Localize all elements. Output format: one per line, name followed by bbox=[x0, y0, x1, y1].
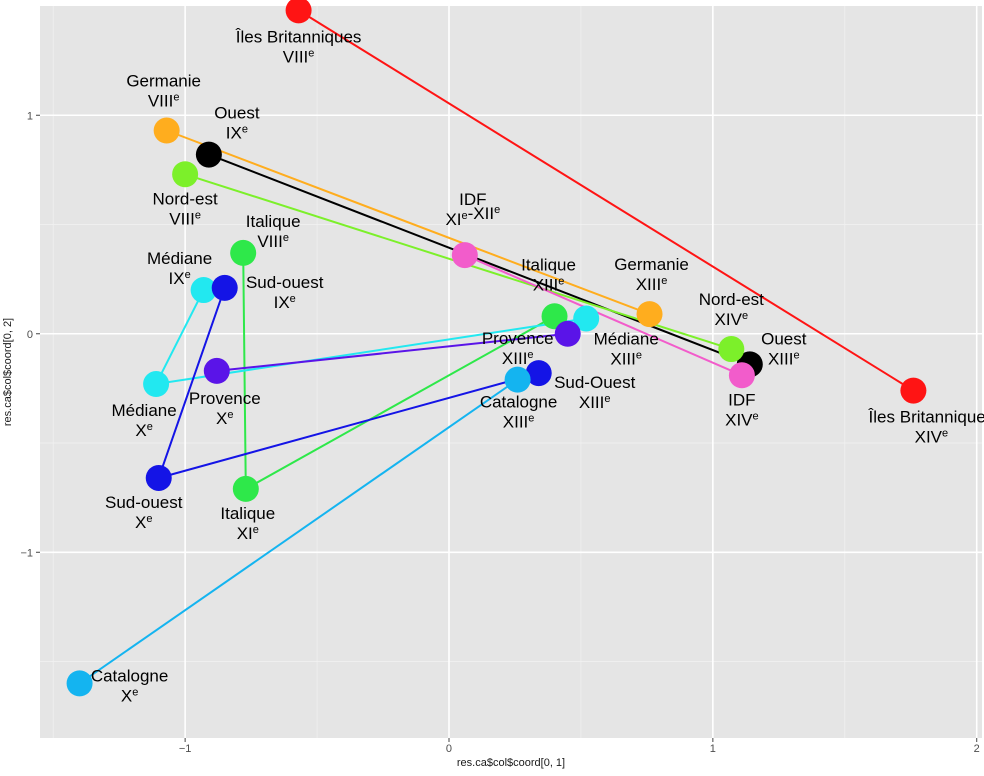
point-label-name: Catalogne bbox=[91, 666, 169, 685]
point-label-name: Catalogne bbox=[480, 393, 558, 412]
point-iles-britanniques-viii bbox=[285, 0, 312, 24]
point-label-period: Xe bbox=[135, 421, 152, 440]
point-label-name: Ouest bbox=[214, 104, 260, 123]
point-nord-est-xiv bbox=[718, 336, 745, 363]
point-label-period: IXe bbox=[274, 293, 296, 312]
point-catalogne-x bbox=[66, 670, 93, 697]
point-iles-britanniques-xiv bbox=[900, 377, 927, 404]
point-label-name: Îles Britanniques bbox=[235, 27, 362, 46]
point-sud-ouest-ix bbox=[211, 274, 238, 301]
point-label-name: Ouest bbox=[761, 329, 807, 348]
point-label-period: VIIIe bbox=[148, 92, 180, 111]
point-label-name: Provence bbox=[189, 389, 261, 408]
y-tick-label: 1 bbox=[27, 110, 33, 122]
point-label-name: Provence bbox=[482, 329, 554, 348]
point-label-name: IDF bbox=[459, 190, 486, 209]
point-label-period: XIe bbox=[237, 524, 259, 543]
point-ouest-ix bbox=[195, 141, 222, 168]
axis-tick-labels: −1 0 1 2 −1 0 1 bbox=[20, 110, 979, 755]
grid-major bbox=[40, 6, 982, 738]
point-germanie-viii bbox=[153, 117, 180, 144]
point-label-period: XIIIe bbox=[533, 275, 565, 294]
point-label-name: Italique bbox=[521, 255, 576, 274]
point-label-name: Médiane bbox=[594, 329, 659, 348]
series-line-iles-britanniques bbox=[298, 9, 914, 392]
series-line-provence bbox=[216, 332, 568, 372]
point-label-name: Sud-ouest bbox=[105, 493, 183, 512]
x-tick-label: 1 bbox=[710, 743, 716, 755]
point-provence-xiii bbox=[554, 320, 581, 347]
point-label-period: Xe bbox=[135, 513, 152, 532]
point-label-period: IXe bbox=[226, 124, 248, 143]
y-axis-title: res.ca$col$coord[0, 2] bbox=[2, 318, 14, 426]
series-line-ouest bbox=[208, 153, 751, 366]
series-line-idf bbox=[464, 254, 743, 377]
grid-minor bbox=[40, 6, 982, 738]
point-label-period: XIIIe bbox=[636, 275, 668, 294]
x-axis-title: res.ca$col$coord[0, 1] bbox=[457, 757, 565, 769]
point-label-name: Italique bbox=[220, 504, 275, 523]
point-label-period: VIIIe bbox=[257, 232, 289, 251]
y-tick-label: −1 bbox=[20, 547, 33, 559]
point-label-period: Xe bbox=[216, 409, 233, 428]
point-sud-ouest-x bbox=[145, 464, 172, 491]
point-label-period: XIIIe bbox=[768, 349, 800, 368]
series-points bbox=[66, 0, 927, 697]
point-label-name: Italique bbox=[246, 212, 301, 231]
point-label-name: Nord-est bbox=[153, 189, 218, 208]
point-mediane-ix bbox=[190, 277, 217, 304]
point-idf-xiv bbox=[728, 362, 755, 389]
point-label-period: XIIIe bbox=[579, 393, 611, 412]
point-label-period: VIIIe bbox=[283, 47, 315, 66]
point-nord-est-viii bbox=[172, 161, 199, 188]
point-label-period: XIVe bbox=[915, 428, 949, 447]
point-italique-viii bbox=[230, 239, 257, 266]
x-tick-label: −1 bbox=[179, 743, 192, 755]
point-label-name: Nord-est bbox=[699, 290, 764, 309]
point-label-period: Xe bbox=[121, 686, 138, 705]
point-label-name: Médiane bbox=[147, 249, 212, 268]
point-label-period: XIIIe bbox=[502, 349, 534, 368]
point-label-name: Sud-Ouest bbox=[554, 373, 636, 392]
point-idf-xi-xii bbox=[451, 242, 478, 269]
point-sud-ouest-xiii bbox=[525, 360, 552, 387]
x-tick-label: 0 bbox=[446, 743, 452, 755]
x-tick-label: 2 bbox=[974, 743, 980, 755]
point-label-period: XIIIe bbox=[610, 349, 642, 368]
point-germanie-xiii bbox=[636, 301, 663, 328]
point-label-period: XIIIe bbox=[503, 413, 535, 432]
point-label-name: Médiane bbox=[111, 401, 176, 420]
point-label-name: IDF bbox=[728, 390, 755, 409]
point-label-name: Îles Britanniques bbox=[868, 408, 984, 427]
point-label-name: Germanie bbox=[614, 255, 689, 274]
series-line-germanie bbox=[166, 129, 650, 316]
point-label-period: IXe bbox=[169, 269, 191, 288]
point-label-period: XIVe bbox=[715, 310, 749, 329]
point-label-name: Sud-ouest bbox=[246, 273, 324, 292]
point-catalogne-xiii bbox=[504, 366, 531, 393]
point-mediane-x bbox=[143, 371, 170, 398]
series-line-catalogne bbox=[79, 378, 519, 685]
axis-ticks bbox=[36, 114, 978, 742]
point-label-name: Germanie bbox=[126, 72, 201, 91]
point-provence-x bbox=[203, 357, 230, 384]
point-mediane-xiii bbox=[573, 305, 600, 332]
y-tick-label: 0 bbox=[27, 329, 33, 341]
point-italique-xi bbox=[232, 475, 259, 502]
point-label-period: XIe-XIIe bbox=[445, 204, 500, 229]
point-label-period: VIIIe bbox=[169, 209, 201, 228]
point-label-period: XIVe bbox=[725, 410, 759, 429]
